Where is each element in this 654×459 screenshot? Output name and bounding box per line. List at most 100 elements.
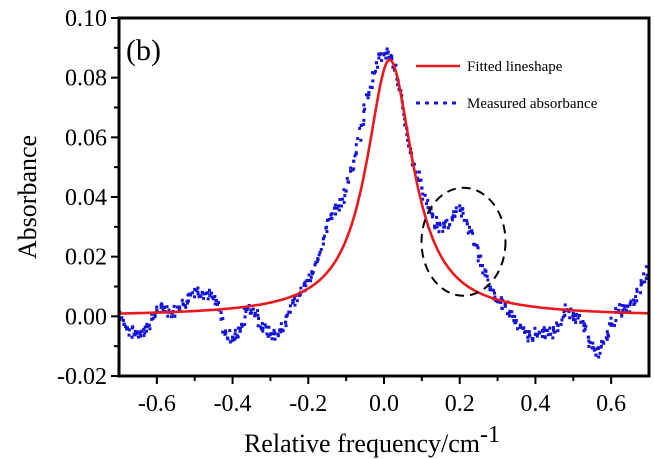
measured-point [435, 215, 439, 219]
measured-point [273, 331, 277, 335]
measured-point [288, 304, 292, 308]
measured-point [556, 329, 560, 333]
measured-point [256, 324, 260, 328]
measured-point [476, 246, 480, 250]
measured-point [462, 218, 466, 222]
measured-point [358, 126, 362, 130]
measured-point [575, 312, 579, 316]
measured-point [555, 321, 559, 325]
measured-point [492, 291, 496, 295]
measured-point [143, 325, 147, 329]
measured-point [579, 320, 583, 324]
measured-point [511, 314, 515, 318]
measured-point [359, 123, 363, 127]
measured-point [374, 61, 379, 65]
measured-point [380, 58, 384, 62]
measured-point [526, 339, 530, 343]
measured-point [453, 214, 457, 218]
measured-point [298, 293, 302, 297]
measured-point [224, 331, 228, 335]
x-axis-title-superscript: -1 [480, 422, 500, 448]
measured-point [288, 310, 292, 314]
measured-point [494, 299, 498, 303]
measured-point [130, 335, 134, 339]
x-axis: -0.6 -0.4 -0.2 0.0 0.2 0.4 0.6 [138, 376, 626, 417]
measured-point [224, 329, 228, 333]
measured-point [120, 316, 124, 320]
measured-point [349, 169, 353, 173]
measured-point [321, 242, 325, 246]
measured-point [591, 346, 595, 350]
measured-point [512, 319, 516, 323]
measured-point [396, 83, 400, 87]
measured-point [556, 323, 560, 327]
measured-point [618, 303, 622, 307]
measured-point [442, 225, 447, 229]
measured-point [183, 304, 187, 308]
x-tick-label: 0.0 [369, 391, 399, 417]
measured-point [516, 327, 520, 331]
measured-point [635, 290, 639, 294]
measured-point [574, 321, 578, 325]
measured-point [510, 310, 514, 314]
measured-point [362, 118, 366, 122]
measured-point [240, 324, 244, 328]
measured-point [193, 295, 197, 299]
measured-point [344, 189, 348, 193]
measured-point [215, 299, 219, 303]
measured-point [433, 226, 437, 230]
measured-point [522, 326, 526, 330]
measured-point [151, 317, 155, 321]
measured-point [467, 225, 471, 229]
measured-point [302, 283, 306, 287]
measured-point [473, 243, 477, 247]
measured-point [500, 306, 504, 310]
measured-point [461, 211, 465, 215]
measured-point [553, 330, 557, 334]
x-tick-label: 0.2 [445, 391, 475, 417]
measured-point [127, 328, 131, 332]
measured-point [336, 204, 341, 208]
measured-point [426, 198, 430, 202]
measured-point [481, 271, 485, 275]
measured-point [465, 219, 469, 223]
measured-point [503, 304, 507, 308]
measured-point [367, 93, 371, 97]
measured-point [635, 299, 639, 303]
measured-point [594, 353, 598, 357]
measured-point [454, 210, 458, 214]
measured-point [166, 314, 170, 318]
measured-point [145, 325, 149, 329]
measured-point [199, 294, 203, 298]
measured-point [200, 290, 204, 295]
measured-point [635, 287, 639, 291]
measured-point [147, 323, 151, 327]
measured-point [368, 85, 372, 89]
measured-point [446, 226, 450, 230]
measured-point [206, 297, 210, 301]
measured-point [454, 206, 458, 210]
measured-point [234, 336, 238, 340]
measured-point [421, 197, 425, 201]
measured-point [445, 218, 449, 222]
measured-point [204, 292, 208, 296]
measured-point [339, 204, 343, 208]
measured-point [415, 176, 419, 180]
measured-point [197, 295, 201, 299]
measured-point [278, 328, 282, 332]
measured-point [460, 207, 464, 211]
measured-point [281, 329, 285, 333]
measured-point [155, 305, 159, 309]
x-axis-title-text: Relative frequency/cm [244, 429, 480, 458]
measured-point [499, 296, 503, 300]
measured-point [306, 278, 310, 283]
measured-point [476, 259, 480, 263]
measured-point [531, 337, 535, 341]
measured-point [390, 57, 394, 61]
measured-point [571, 318, 575, 322]
measured-point [327, 217, 331, 221]
measured-point [470, 229, 474, 233]
measured-point [628, 303, 632, 307]
measured-point [165, 305, 169, 309]
measured-point [597, 355, 601, 359]
